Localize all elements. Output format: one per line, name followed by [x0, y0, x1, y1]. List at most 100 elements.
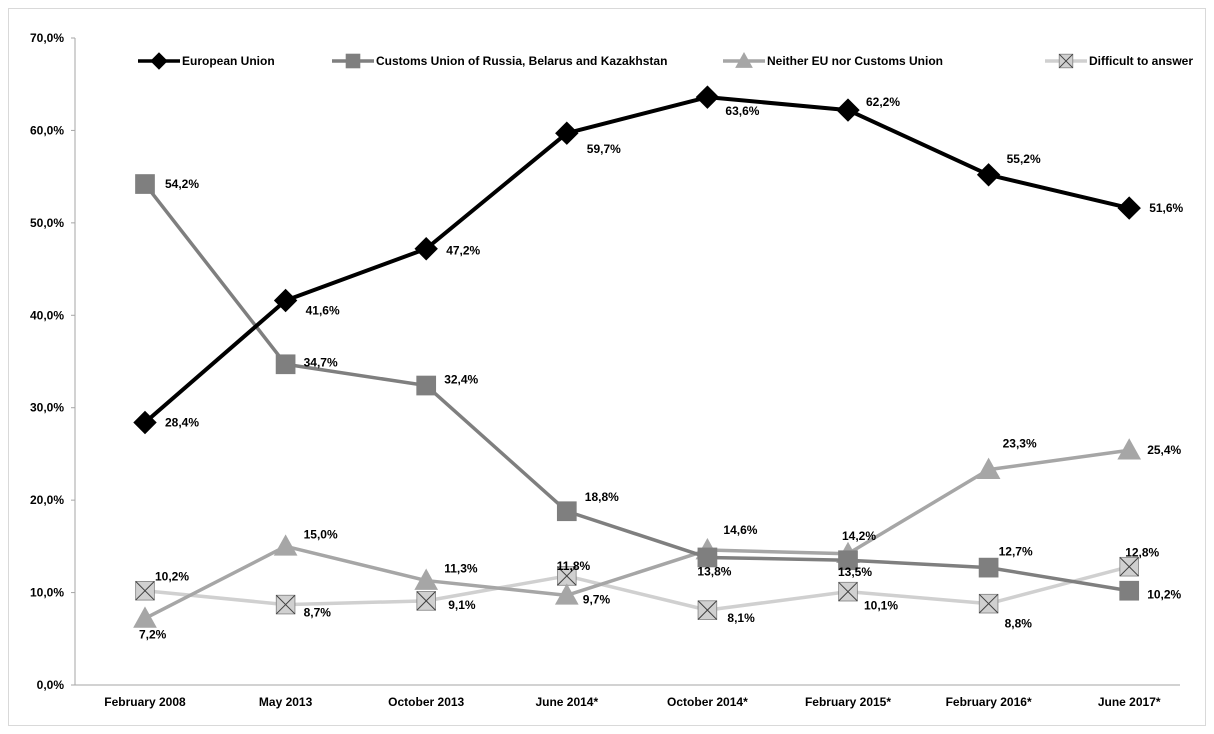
data-point-difficult-to-answer [1119, 556, 1139, 577]
y-tick-label: 60,0% [30, 123, 64, 137]
data-label-customs-union-of-russia-belarus-and-kazakhstan: 54,2% [165, 177, 199, 191]
data-point-customs-union-of-russia-belarus-and-kazakhstan [838, 550, 858, 571]
data-point-difficult-to-answer [275, 594, 296, 615]
y-tick-label: 10,0% [30, 586, 64, 600]
series-european-union [133, 85, 1141, 435]
data-point-neither-eu-nor-customs-union [273, 534, 298, 556]
y-tick-label: 40,0% [30, 308, 64, 322]
data-label-neither-eu-nor-customs-union: 15,0% [304, 527, 338, 541]
data-point-customs-union-of-russia-belarus-and-kazakhstan [135, 174, 155, 194]
data-label-difficult-to-answer: 8,8% [1005, 617, 1033, 631]
data-label-customs-union-of-russia-belarus-and-kazakhstan: 10,2% [1147, 588, 1181, 602]
data-label-difficult-to-answer: 10,2% [155, 570, 189, 584]
data-point-european-union [414, 237, 438, 261]
data-point-customs-union-of-russia-belarus-and-kazakhstan [275, 354, 296, 375]
data-label-european-union: 63,6% [725, 104, 759, 118]
legend-item-neither-eu-nor-customs-union: Neither EU nor Customs Union [723, 51, 943, 68]
data-label-european-union: 59,7% [587, 142, 621, 156]
data-label-difficult-to-answer: 12,8% [1125, 546, 1159, 560]
data-label-customs-union-of-russia-belarus-and-kazakhstan: 13,8% [697, 564, 731, 578]
data-point-customs-union-of-russia-belarus-and-kazakhstan [556, 501, 577, 522]
axes: 0,0% 10,0% 20,0% 30,0% 40,0% 50,0% 60,0% 70,0% F… [30, 31, 1180, 709]
x-tick-label: May 2013 [259, 695, 313, 709]
data-label-european-union: 62,2% [866, 95, 900, 109]
x-tick-label: February 2008 [104, 695, 186, 709]
data-point-customs-union-of-russia-belarus-and-kazakhstan [697, 547, 718, 568]
data-label-neither-eu-nor-customs-union: 7,2% [139, 627, 167, 641]
data-label-customs-union-of-russia-belarus-and-kazakhstan: 13,5% [838, 565, 872, 579]
legend-item-european-union: European Union [138, 52, 275, 70]
series-line-neither-eu-nor-customs-union [144, 448, 1130, 621]
data-label-customs-union-of-russia-belarus-and-kazakhstan: 12,7% [999, 545, 1033, 559]
data-point-difficult-to-answer [978, 593, 999, 614]
series-customs-union-of-russia-belarus-and-kazakhstan [135, 174, 1140, 601]
legend-label: Difficult to answer [1089, 54, 1193, 68]
data-point-neither-eu-nor-customs-union [414, 568, 439, 590]
data-point-european-union [1117, 196, 1141, 220]
legend-item-difficult-to-answer: Difficult to answer [1045, 53, 1193, 69]
data-label-european-union: 47,2% [446, 244, 480, 258]
data-label-customs-union-of-russia-belarus-and-kazakhstan: 32,4% [444, 373, 478, 387]
legend-marker-customs-union-of-russia-belarus-and-kazakhstan [345, 53, 361, 69]
y-tick-label: 70,0% [30, 31, 64, 45]
data-label-neither-eu-nor-customs-union: 9,7% [583, 592, 611, 606]
data-label-customs-union-of-russia-belarus-and-kazakhstan: 18,8% [585, 490, 619, 504]
legend-marker-difficult-to-answer [1058, 53, 1074, 69]
series-layer [133, 85, 1142, 628]
data-point-difficult-to-answer [838, 581, 858, 602]
data-label-neither-eu-nor-customs-union: 14,2% [842, 529, 876, 543]
data-point-neither-eu-nor-customs-union [976, 457, 1001, 479]
data-point-european-union [133, 410, 157, 435]
legend-label: Neither EU nor Customs Union [767, 54, 943, 68]
data-label-difficult-to-answer: 8,1% [727, 611, 755, 625]
data-label-difficult-to-answer: 11,8% [557, 559, 591, 573]
x-tick-label: October 2013 [388, 695, 464, 709]
x-tick-label: February 2016* [946, 695, 1032, 709]
data-point-neither-eu-nor-customs-union [1117, 438, 1142, 460]
x-tick-label: June 2017* [1098, 695, 1161, 709]
legend-item-customs-union-of-russia-belarus-and-kazakhstan: Customs Union of Russia, Belarus and Kaz… [332, 53, 667, 69]
data-point-european-union [695, 85, 720, 109]
series-line-european-union [143, 95, 1130, 425]
data-label-european-union: 51,6% [1149, 201, 1183, 215]
x-tick-label: June 2014* [535, 695, 598, 709]
y-tick-label: 30,0% [30, 401, 64, 415]
y-tick-label: 20,0% [30, 493, 64, 507]
data-point-european-union [836, 98, 860, 122]
data-label-difficult-to-answer: 9,1% [448, 598, 476, 612]
data-point-customs-union-of-russia-belarus-and-kazakhstan [978, 557, 999, 578]
data-point-european-union [273, 288, 298, 313]
data-label-difficult-to-answer: 10,1% [864, 599, 898, 613]
data-point-customs-union-of-russia-belarus-and-kazakhstan [1119, 580, 1140, 601]
data-labels: 10,2% 8,7% 9,1% 11,8% 8,1% 10,1% 8,8% 12,8% 7,2%… [139, 95, 1184, 641]
legend-marker-european-union [150, 52, 168, 70]
data-point-european-union [555, 121, 579, 145]
data-label-european-union: 55,2% [1007, 152, 1041, 166]
x-tick-label: February 2015* [805, 695, 891, 709]
data-label-neither-eu-nor-customs-union: 25,4% [1147, 443, 1181, 457]
data-point-difficult-to-answer [135, 580, 155, 601]
data-point-difficult-to-answer [697, 600, 718, 620]
y-tick-label: 0,0% [37, 678, 65, 692]
data-label-european-union: 41,6% [306, 303, 340, 317]
data-point-european-union [976, 163, 1001, 187]
data-point-neither-eu-nor-customs-union [554, 583, 579, 605]
legend-marker-neither-eu-nor-customs-union [735, 51, 753, 68]
x-tick-label: October 2014* [667, 695, 748, 709]
data-point-customs-union-of-russia-belarus-and-kazakhstan [416, 375, 437, 396]
data-label-neither-eu-nor-customs-union: 23,3% [1003, 437, 1037, 451]
y-tick-label: 50,0% [30, 216, 64, 230]
data-point-neither-eu-nor-customs-union [133, 606, 157, 628]
data-label-neither-eu-nor-customs-union: 11,3% [444, 562, 478, 576]
data-label-customs-union-of-russia-belarus-and-kazakhstan: 34,7% [304, 355, 338, 369]
series-line-customs-union-of-russia-belarus-and-kazakhstan [143, 182, 1130, 593]
data-label-difficult-to-answer: 8,7% [304, 606, 332, 620]
legend-label: Customs Union of Russia, Belarus and Kaz… [376, 54, 667, 68]
data-point-difficult-to-answer [416, 591, 436, 611]
series-difficult-to-answer [135, 556, 1139, 620]
legend: European Union Customs Union of Russia, B… [138, 51, 1193, 70]
data-label-neither-eu-nor-customs-union: 14,6% [723, 523, 757, 537]
series-line-difficult-to-answer [144, 564, 1130, 612]
data-label-european-union: 28,4% [165, 416, 199, 430]
